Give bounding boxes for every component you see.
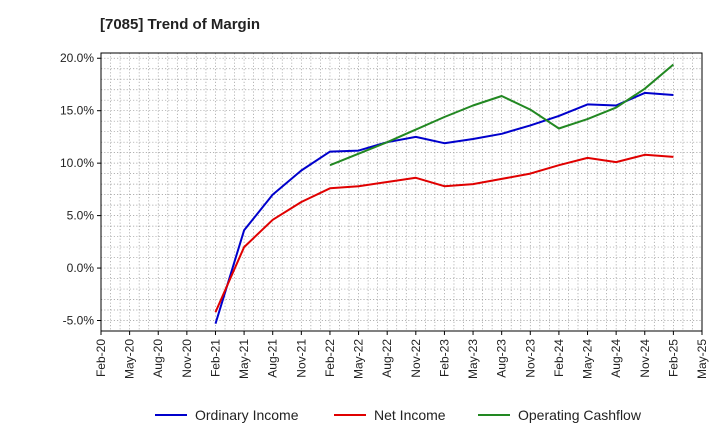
grid: [101, 53, 702, 332]
x-tick-label: Feb-22: [323, 339, 337, 377]
legend: Ordinary Income Net Income Operating Cashf…: [155, 407, 642, 423]
x-tick-label: May-25: [695, 339, 709, 379]
x-tick-label: Feb-23: [437, 339, 451, 377]
series-lines: [214, 63, 675, 324]
y-axis-ticks: -5.0% 0.0% 5.0% 10.0% 15.0% 20.0%: [60, 51, 101, 328]
x-tick-label: May-23: [466, 339, 480, 379]
x-tick-label: Feb-24: [552, 339, 566, 377]
y-tick-label: 10.0%: [60, 156, 94, 170]
x-tick-label: Aug-24: [609, 339, 623, 378]
legend-label: Ordinary Income: [195, 407, 299, 423]
x-tick-label: Nov-23: [523, 339, 537, 378]
series-line-net-income: [214, 153, 674, 313]
x-tick-label: Feb-21: [208, 339, 222, 377]
x-tick-label: Nov-22: [409, 339, 423, 378]
y-tick-label: 5.0%: [67, 209, 95, 223]
x-tick-label: Aug-20: [151, 339, 165, 378]
legend-label: Operating Cashflow: [518, 407, 642, 423]
chart-title: [7085] Trend of Margin: [100, 16, 261, 33]
y-tick-label: 20.0%: [60, 51, 94, 65]
x-tick-label: May-24: [581, 339, 595, 379]
x-axis-ticks: Feb-20 May-20 Aug-20 Nov-20 Feb-21 May-21 Aug-…: [94, 331, 709, 379]
x-tick-label: May-22: [352, 339, 366, 379]
x-tick-label: May-21: [237, 339, 251, 379]
y-tick-label: 15.0%: [60, 104, 94, 118]
x-tick-label: Nov-24: [638, 339, 652, 378]
legend-label: Net Income: [374, 407, 446, 423]
x-tick-label: Nov-20: [180, 339, 194, 378]
x-tick-label: Aug-22: [380, 339, 394, 378]
x-tick-label: Aug-23: [495, 339, 509, 378]
x-tick-label: May-20: [123, 339, 137, 379]
x-tick-label: Feb-25: [666, 339, 680, 377]
plot-frame: [100, 52, 703, 332]
series-line-operating-cashflow: [329, 63, 675, 167]
series-line-ordinary-income: [214, 91, 674, 324]
y-tick-label: -5.0%: [63, 314, 95, 328]
y-tick-label: 0.0%: [67, 261, 95, 275]
x-tick-label: Feb-20: [94, 339, 108, 377]
x-tick-label: Aug-21: [266, 339, 280, 378]
x-tick-label: Nov-21: [294, 339, 308, 378]
